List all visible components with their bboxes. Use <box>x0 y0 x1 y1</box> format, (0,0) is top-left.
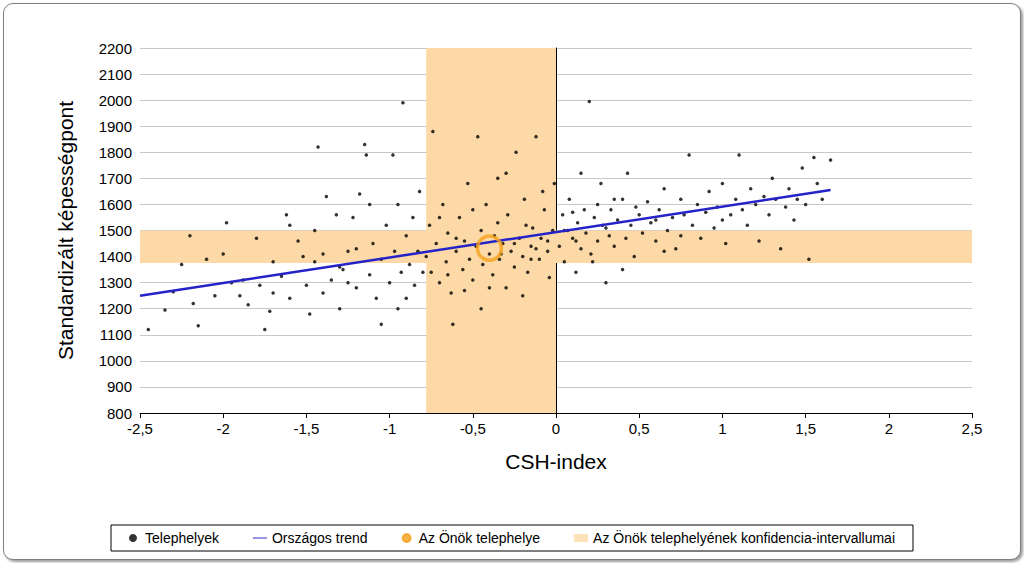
svg-text:Telephelyek: Telephelyek <box>145 530 220 546</box>
svg-text:2: 2 <box>885 420 893 437</box>
svg-text:2000: 2000 <box>99 92 132 109</box>
svg-text:1800: 1800 <box>99 144 132 161</box>
svg-text:-1,5: -1,5 <box>293 420 319 437</box>
svg-text:1700: 1700 <box>99 170 132 187</box>
svg-text:900: 900 <box>107 378 132 395</box>
svg-text:-1: -1 <box>383 420 396 437</box>
svg-text:2100: 2100 <box>99 66 132 83</box>
svg-text:-2,5: -2,5 <box>127 420 153 437</box>
svg-text:1400: 1400 <box>99 248 132 265</box>
svg-text:Országos trend: Országos trend <box>272 530 368 546</box>
svg-text:1300: 1300 <box>99 274 132 291</box>
svg-text:1: 1 <box>718 420 726 437</box>
svg-text:-0,5: -0,5 <box>460 420 486 437</box>
svg-text:2,5: 2,5 <box>962 420 983 437</box>
svg-text:0: 0 <box>552 420 560 437</box>
svg-text:CSH-index: CSH-index <box>505 450 607 473</box>
svg-text:Standardizált képességpont: Standardizált képességpont <box>54 101 77 360</box>
svg-text:1000: 1000 <box>99 352 132 369</box>
svg-text:1900: 1900 <box>99 118 132 135</box>
svg-text:1100: 1100 <box>100 326 132 343</box>
svg-text:1,5: 1,5 <box>795 420 816 437</box>
svg-text:1600: 1600 <box>99 196 132 213</box>
svg-text:1200: 1200 <box>99 300 132 317</box>
svg-text:800: 800 <box>107 405 132 422</box>
svg-text:-2: -2 <box>217 420 230 437</box>
svg-text:2200: 2200 <box>99 40 132 57</box>
svg-text:1500: 1500 <box>99 222 132 239</box>
svg-text:Az Önök telephelyének konfiden: Az Önök telephelyének konfidencia-interv… <box>593 529 895 546</box>
svg-text:Az Önök telephelye: Az Önök telephelye <box>419 529 541 546</box>
svg-text:0,5: 0,5 <box>629 420 650 437</box>
